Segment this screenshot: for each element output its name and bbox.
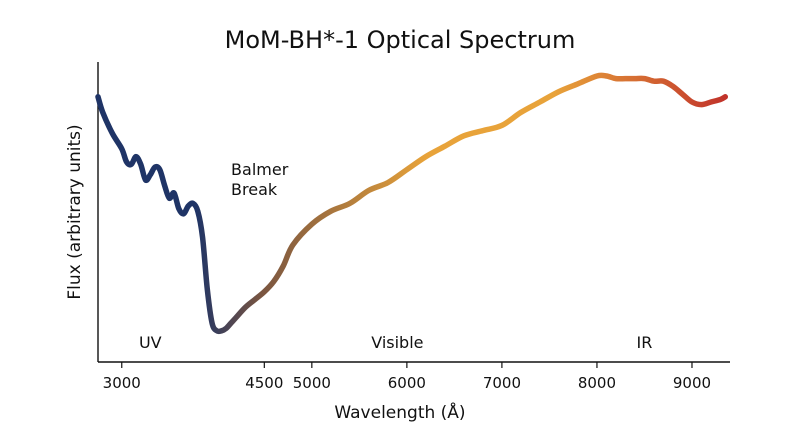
axes [97,62,730,363]
x-tick-label-9000: 9000 [673,374,711,392]
x-ticks [121,362,693,368]
x-axis-label: Wavelength (Å) [334,401,465,423]
balmer-break-line-2: Break [231,180,278,199]
x-tick-label-4500: 4500 [245,374,283,392]
y-axis-label: Flux (arbitrary units) [65,124,85,299]
x-tick-label-3000: 3000 [103,374,141,392]
region-label-ir: IR [637,333,653,352]
region-labels: UV Visible IR [139,333,652,352]
x-tick-label-8000: 8000 [578,374,616,392]
region-label-visible: Visible [371,333,423,352]
balmer-break-annotation: Balmer Break [231,160,293,199]
balmer-break-line-1: Balmer [231,160,289,179]
x-tick-label-6000: 6000 [388,374,426,392]
x-tick-labels: 3000 4500 5000 6000 7000 8000 9000 [103,374,711,392]
region-label-uv: UV [139,333,162,352]
spectrum-series-line [95,72,728,335]
x-tick-label-7000: 7000 [483,374,521,392]
x-tick-label-5000: 5000 [293,374,331,392]
chart-title: MoM-BH*-1 Optical Spectrum [225,26,576,54]
